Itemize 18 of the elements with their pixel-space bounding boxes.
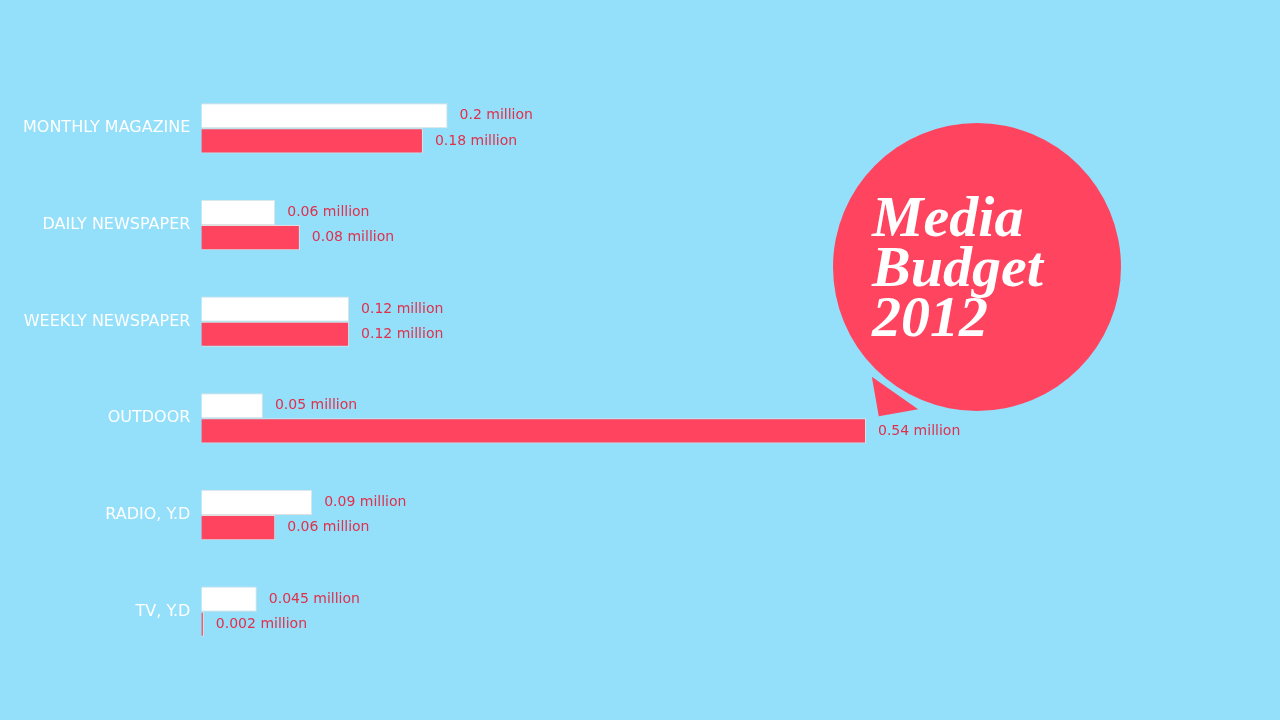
y-tick-label: RADIO, Y.D	[105, 504, 191, 524]
data-label: 0.08 million	[311, 228, 395, 245]
data-label: 0.54 million	[878, 421, 961, 438]
y-tick-label: TV, Y.D	[134, 600, 191, 620]
y-tick-label: WEEKLY NEWSPAPER	[23, 310, 191, 330]
data-label: 0.18 million	[434, 131, 518, 148]
y-tick-label: MONTHLY MAGAZINE	[23, 117, 191, 137]
data-label: 0.2 million	[459, 106, 533, 123]
data-label: 0.05 million	[274, 396, 358, 413]
y-tick-label: OUTDOOR	[107, 407, 191, 427]
data-label: 0.09 million	[324, 493, 407, 510]
data-label: 0.06 million	[287, 518, 370, 535]
data-label: 0.12 million	[361, 324, 444, 341]
data-label: 0.12 million	[361, 299, 444, 316]
data-label: 0.06 million	[287, 203, 370, 220]
y-tick-label: DAILY NEWSPAPER	[42, 214, 191, 234]
data-label: 0.045 million	[268, 589, 360, 606]
data-label: 0.002 million	[215, 614, 308, 631]
